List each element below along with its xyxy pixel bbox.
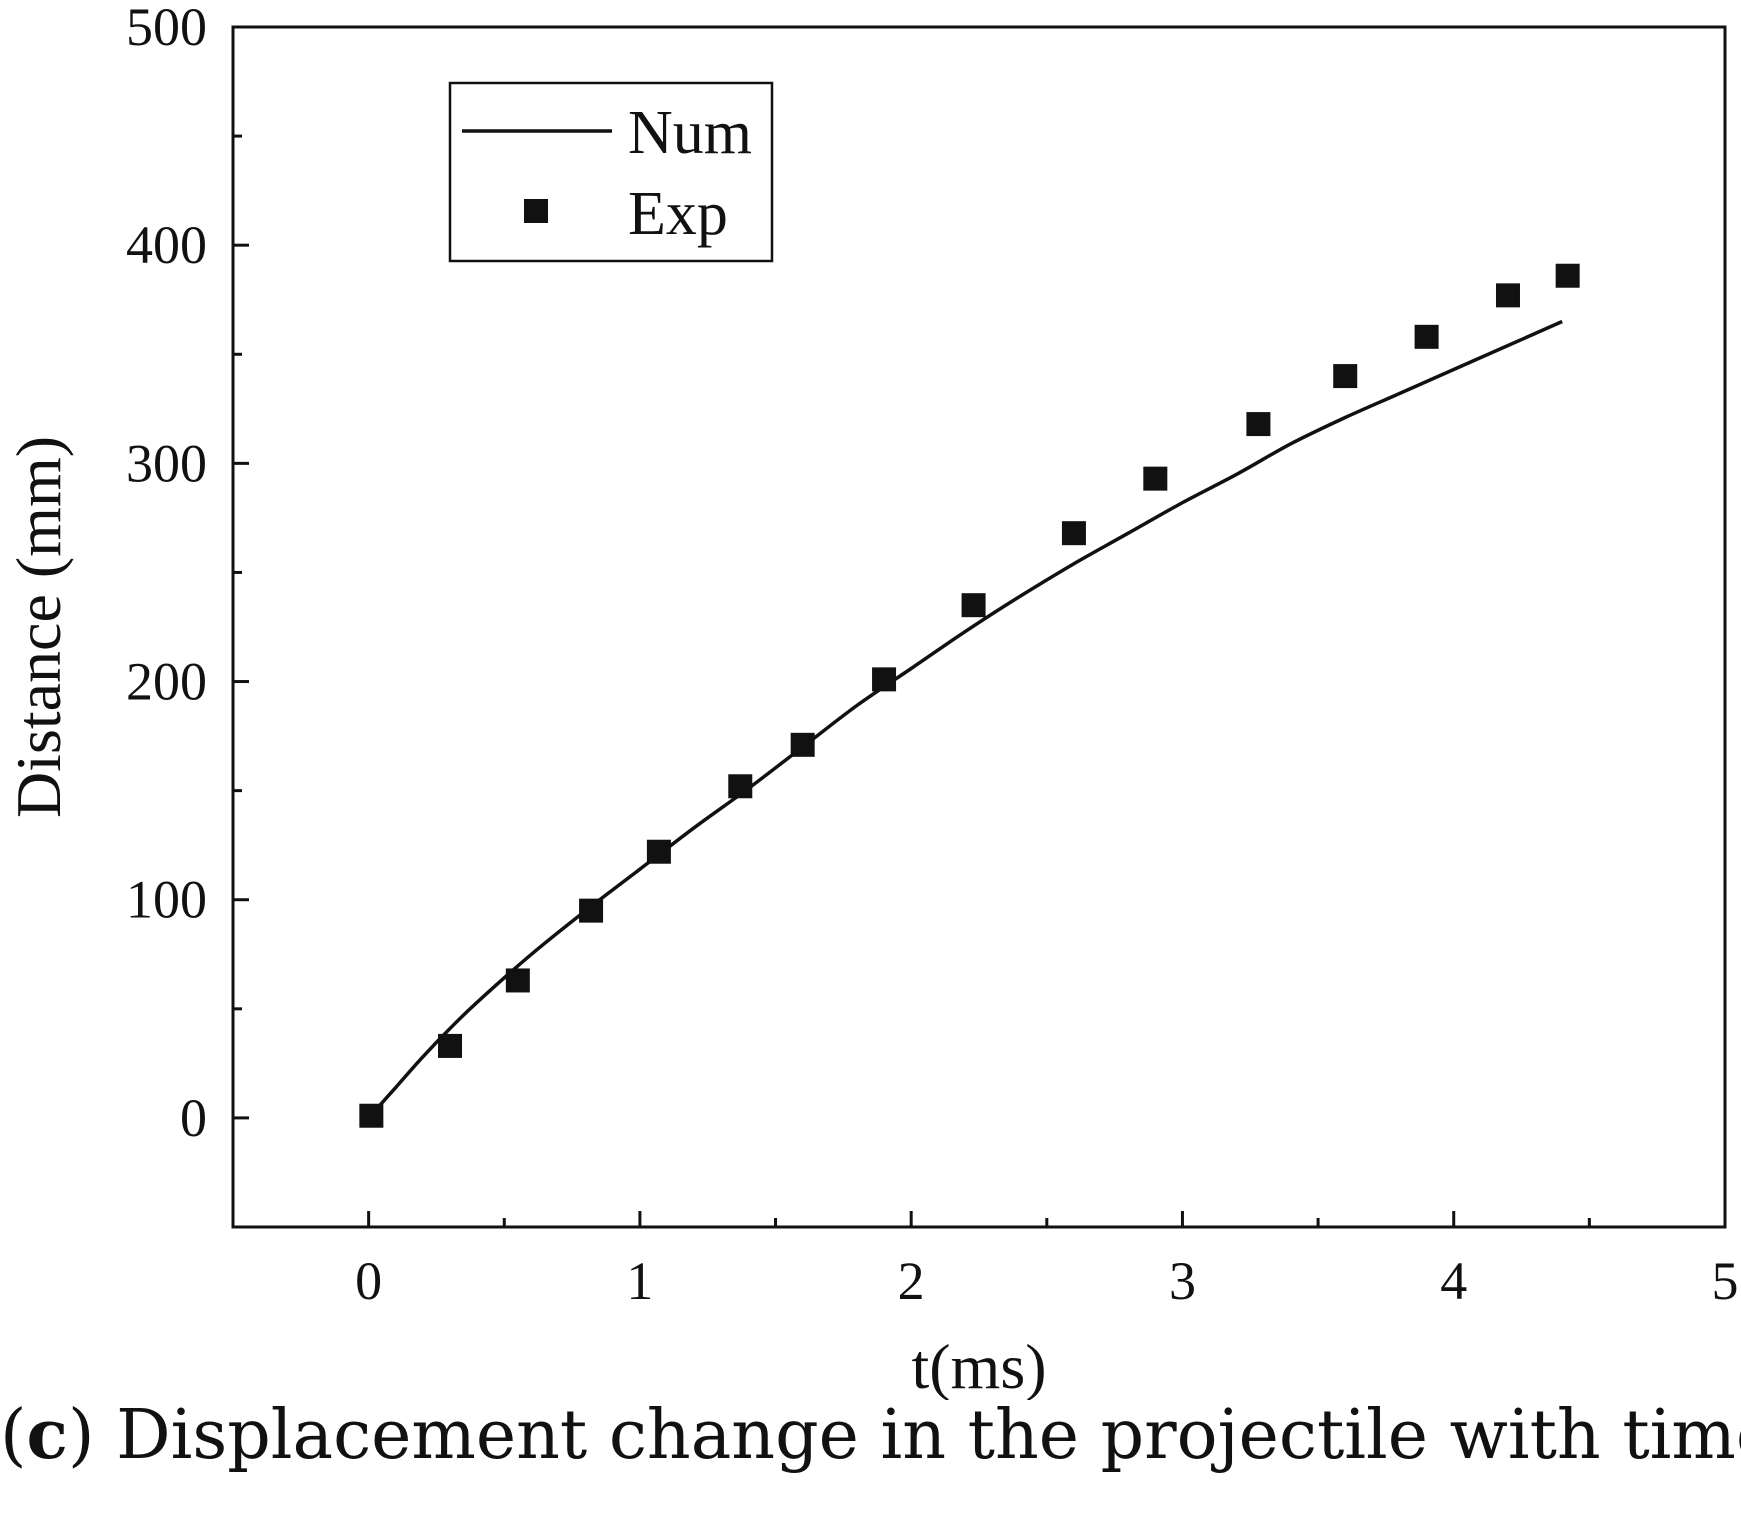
y-tick-label: 400 <box>126 215 207 275</box>
x-tick-label: 2 <box>898 1251 925 1311</box>
data-point-exp <box>790 732 815 757</box>
x-tick-label: 5 <box>1712 1251 1739 1311</box>
x-tick-label: 3 <box>1169 1251 1196 1311</box>
caption-label: c <box>26 1395 68 1475</box>
data-point-exp <box>872 667 897 692</box>
legend-label-exp: Exp <box>628 180 728 248</box>
figure-caption: (c) Displacement change in the projectil… <box>0 1395 1741 1475</box>
legend: Num Exp <box>448 81 774 263</box>
y-tick-label: 500 <box>126 0 207 57</box>
caption-text: Displacement change in the projectile wi… <box>94 1396 1741 1475</box>
x-axis-title: t(ms) <box>911 1331 1046 1400</box>
data-point-exp <box>359 1103 384 1128</box>
data-point-exp <box>1414 324 1439 349</box>
x-axis-tick-labels: 0 1 2 3 4 5 <box>355 1251 1738 1311</box>
data-point-exp <box>961 593 986 618</box>
data-point-exp <box>646 839 671 864</box>
data-point-exp <box>579 898 604 923</box>
y-tick-label: 200 <box>126 652 207 712</box>
data-point-exp <box>1555 263 1580 288</box>
legend-label-num: Num <box>628 99 752 167</box>
data-point-exp <box>1333 364 1358 389</box>
legend-box <box>448 81 774 263</box>
data-point-exp <box>1495 283 1520 308</box>
y-tick-label: 0 <box>180 1088 207 1148</box>
y-tick-label: 100 <box>126 870 207 930</box>
y-axis-ticks <box>233 25 249 1229</box>
caption-open-paren: ( <box>0 1396 27 1475</box>
y-axis-tick-labels: 0 100 200 300 400 500 <box>126 0 207 1148</box>
x-tick-label: 0 <box>355 1251 382 1311</box>
x-axis-ticks <box>231 1211 1727 1227</box>
series-layer <box>359 263 1580 1128</box>
y-axis-title: Distance (mm) <box>3 436 74 818</box>
x-tick-label: 1 <box>626 1251 653 1311</box>
y-tick-label: 300 <box>126 433 207 493</box>
data-point-exp <box>438 1033 463 1058</box>
caption-close-paren: ) <box>67 1396 95 1475</box>
data-point-exp <box>728 774 753 799</box>
data-point-exp <box>1143 466 1168 491</box>
series-line-num <box>367 319 1563 1120</box>
chart: 0 1 2 3 4 5 0 100 200 300 400 500 t(ms) Distance (… <box>3 0 1739 1400</box>
plot-frame <box>231 25 1727 1229</box>
x-tick-label: 4 <box>1440 1251 1467 1311</box>
legend-marker-sample <box>524 199 548 223</box>
data-point-exp <box>505 968 530 993</box>
data-point-exp <box>1246 412 1271 437</box>
data-point-exp <box>1061 521 1086 546</box>
